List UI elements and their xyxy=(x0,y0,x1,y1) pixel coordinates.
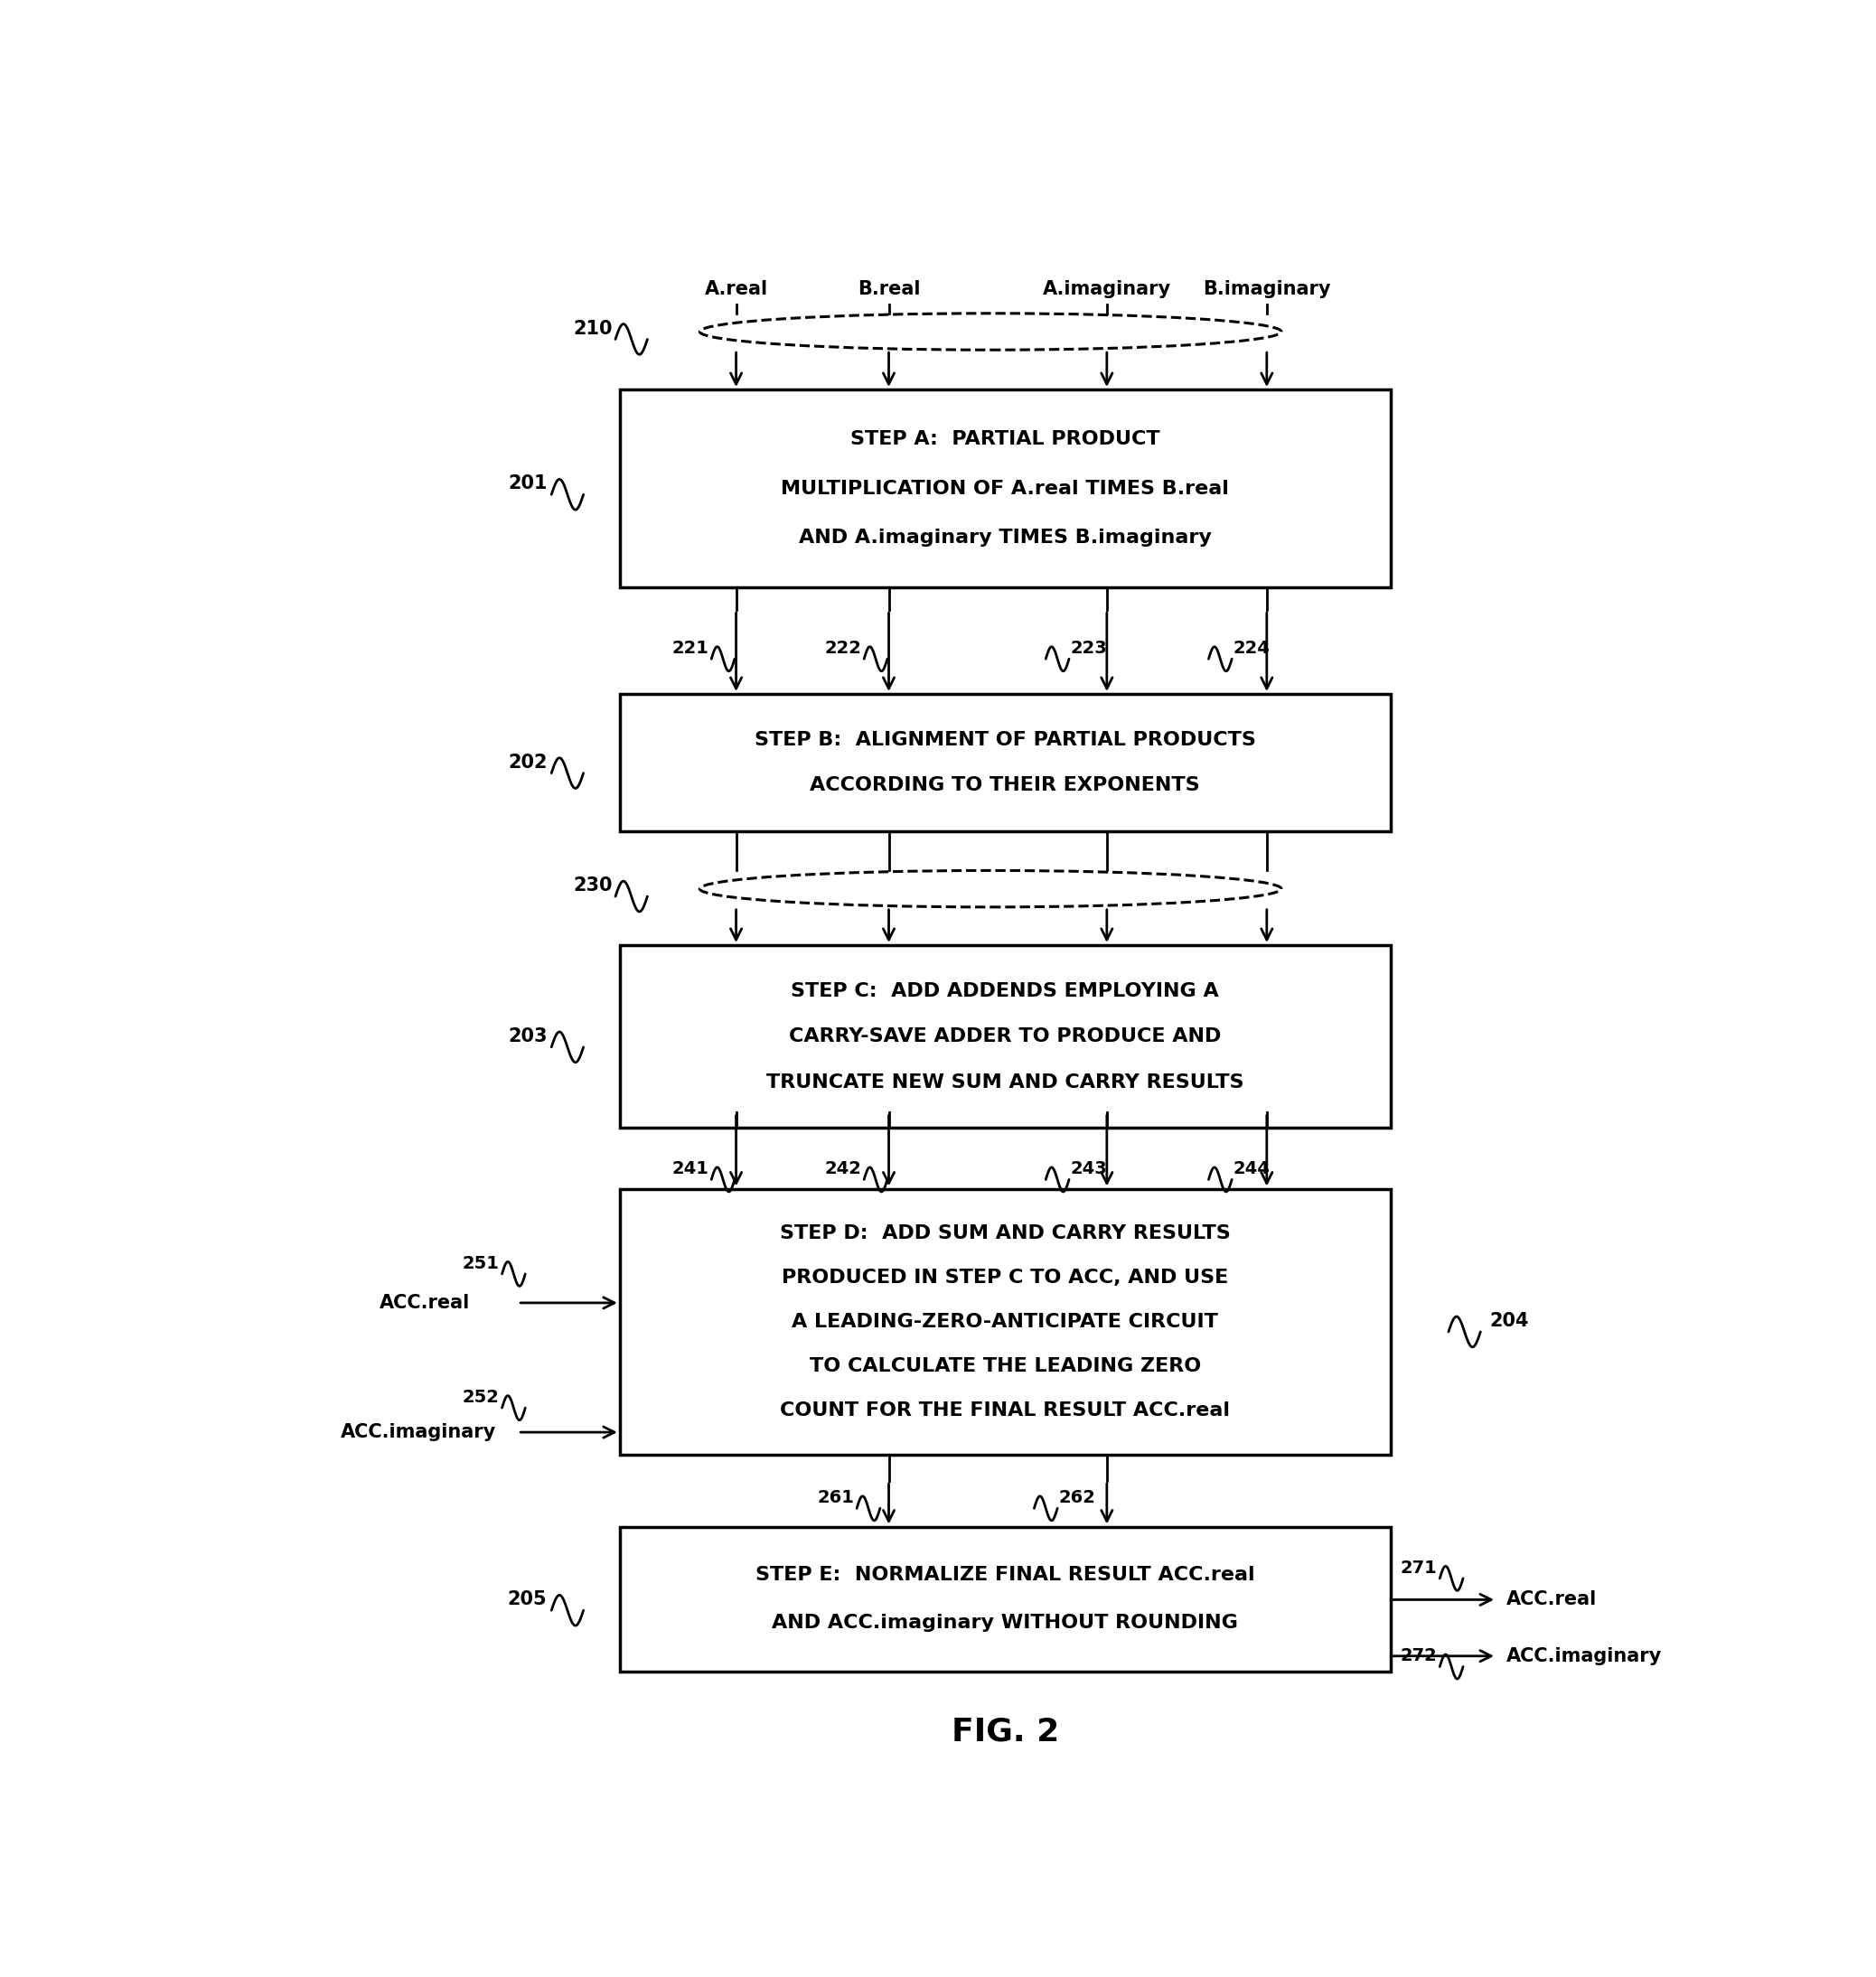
Text: 242: 242 xyxy=(824,1160,861,1178)
Text: A.imaginary: A.imaginary xyxy=(1043,281,1171,299)
Text: 252: 252 xyxy=(461,1388,499,1406)
Bar xyxy=(619,694,1390,830)
Text: ACC.imaginary: ACC.imaginary xyxy=(1506,1647,1662,1665)
Text: 203: 203 xyxy=(508,1028,548,1046)
Text: STEP A:  PARTIAL PRODUCT: STEP A: PARTIAL PRODUCT xyxy=(850,429,1159,449)
Text: MULTIPLICATION OF A.real TIMES B.real: MULTIPLICATION OF A.real TIMES B.real xyxy=(780,478,1229,498)
Text: 261: 261 xyxy=(816,1489,854,1506)
Text: 251: 251 xyxy=(461,1255,499,1271)
Text: PRODUCED IN STEP C TO ACC, AND USE: PRODUCED IN STEP C TO ACC, AND USE xyxy=(782,1269,1229,1287)
Text: CARRY-SAVE ADDER TO PRODUCE AND: CARRY-SAVE ADDER TO PRODUCE AND xyxy=(790,1028,1221,1046)
Text: 272: 272 xyxy=(1399,1647,1437,1665)
Bar xyxy=(619,1188,1390,1455)
Text: STEP C:  ADD ADDENDS EMPLOYING A: STEP C: ADD ADDENDS EMPLOYING A xyxy=(792,983,1219,1000)
Text: STEP D:  ADD SUM AND CARRY RESULTS: STEP D: ADD SUM AND CARRY RESULTS xyxy=(780,1224,1231,1242)
Text: 223: 223 xyxy=(1071,641,1107,656)
Text: 230: 230 xyxy=(574,876,612,896)
Text: 205: 205 xyxy=(508,1591,548,1609)
Text: 243: 243 xyxy=(1071,1160,1107,1178)
Text: TO CALCULATE THE LEADING ZERO: TO CALCULATE THE LEADING ZERO xyxy=(809,1358,1201,1376)
Text: 222: 222 xyxy=(824,641,861,656)
Text: COUNT FOR THE FINAL RESULT ACC.real: COUNT FOR THE FINAL RESULT ACC.real xyxy=(780,1402,1231,1419)
Text: 201: 201 xyxy=(508,474,548,492)
Text: ACCORDING TO THEIR EXPONENTS: ACCORDING TO THEIR EXPONENTS xyxy=(810,777,1201,795)
Text: 202: 202 xyxy=(508,753,548,771)
Text: STEP E:  NORMALIZE FINAL RESULT ACC.real: STEP E: NORMALIZE FINAL RESULT ACC.real xyxy=(756,1566,1255,1584)
Text: ACC.imaginary: ACC.imaginary xyxy=(341,1423,497,1441)
Bar xyxy=(619,389,1390,587)
Bar xyxy=(619,945,1390,1127)
Text: A.real: A.real xyxy=(704,281,767,299)
Text: ACC.real: ACC.real xyxy=(1506,1591,1596,1609)
Text: A LEADING-ZERO-ANTICIPATE CIRCUIT: A LEADING-ZERO-ANTICIPATE CIRCUIT xyxy=(792,1313,1218,1331)
Text: 271: 271 xyxy=(1399,1560,1437,1576)
Text: 224: 224 xyxy=(1233,641,1270,656)
Text: STEP B:  ALIGNMENT OF PARTIAL PRODUCTS: STEP B: ALIGNMENT OF PARTIAL PRODUCTS xyxy=(754,731,1255,749)
Text: AND A.imaginary TIMES B.imaginary: AND A.imaginary TIMES B.imaginary xyxy=(799,530,1212,548)
Bar xyxy=(619,1526,1390,1671)
Text: B.imaginary: B.imaginary xyxy=(1203,281,1330,299)
Text: TRUNCATE NEW SUM AND CARRY RESULTS: TRUNCATE NEW SUM AND CARRY RESULTS xyxy=(765,1074,1244,1091)
Text: FIG. 2: FIG. 2 xyxy=(951,1716,1058,1748)
Text: 210: 210 xyxy=(574,320,612,338)
Text: ACC.real: ACC.real xyxy=(379,1293,471,1313)
Text: 262: 262 xyxy=(1058,1489,1096,1506)
Text: 244: 244 xyxy=(1233,1160,1270,1178)
Text: AND ACC.imaginary WITHOUT ROUNDING: AND ACC.imaginary WITHOUT ROUNDING xyxy=(773,1613,1238,1633)
Text: 221: 221 xyxy=(672,641,709,656)
Text: 204: 204 xyxy=(1490,1313,1529,1331)
Text: 241: 241 xyxy=(672,1160,709,1178)
Text: B.real: B.real xyxy=(857,281,919,299)
